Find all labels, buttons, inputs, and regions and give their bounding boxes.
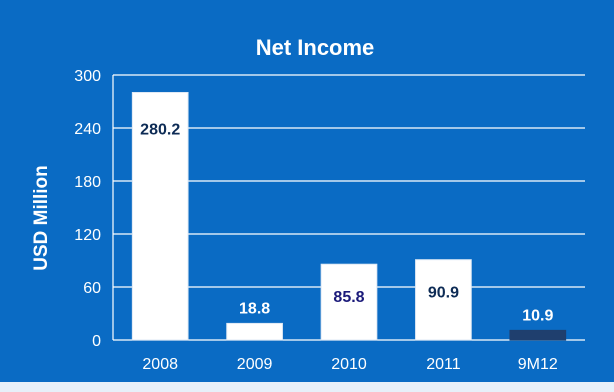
data-label: 10.9: [522, 307, 553, 324]
bar-2008: [131, 91, 189, 341]
data-labels: 280.2 18.8 85.8 90.9 10.9: [140, 121, 553, 324]
data-label: 85.8: [333, 289, 364, 306]
gridlines: [113, 74, 585, 288]
chart-title: Net Income: [256, 35, 375, 60]
tick-labels: 0 60 120 180 240 300 2008 2009 2010 2011 9M12: [74, 68, 558, 373]
x-tick-label: 2009: [237, 356, 273, 373]
x-tick-label: 9M12: [518, 356, 558, 373]
y-tick-label: 0: [92, 333, 101, 350]
y-tick-label: 240: [74, 121, 101, 138]
y-tick-label: 300: [74, 68, 101, 85]
data-label: 280.2: [140, 121, 180, 138]
bar-2010: [320, 263, 378, 341]
y-axis-label: USD Million: [31, 165, 52, 271]
x-tick-label: 2011: [426, 356, 461, 373]
y-tick-label: 60: [83, 280, 101, 297]
y-tick-label: 180: [74, 174, 101, 191]
data-label: 18.8: [239, 300, 270, 317]
data-label: 90.9: [428, 285, 459, 302]
x-tick-label: 2008: [142, 356, 178, 373]
bar-9m12: [509, 329, 567, 341]
bar-2009: [226, 322, 283, 341]
bars: [131, 91, 567, 341]
bar-2011: [415, 259, 472, 341]
y-tick-label: 120: [74, 227, 101, 244]
x-tick-label: 2010: [331, 356, 367, 373]
